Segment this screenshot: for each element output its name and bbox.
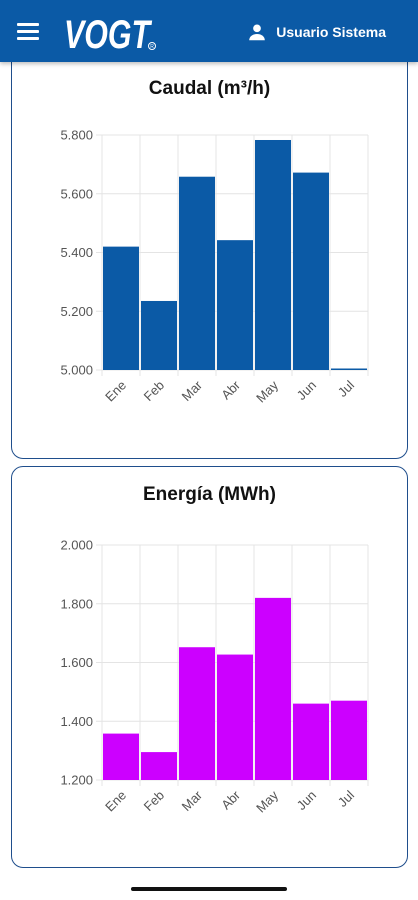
x-tick-label: Jul: [335, 377, 357, 399]
bar-mar[interactable]: [179, 647, 215, 780]
x-tick-label: Abr: [218, 787, 243, 812]
x-tick-label: May: [253, 377, 281, 405]
person-icon: [249, 24, 266, 41]
x-tick-label: Mar: [179, 377, 206, 404]
energia-bar-chart: 1.200 1.400 1.600 1.800 2.000 Ene Feb Mar Abr May…: [60, 538, 369, 815]
bar-jun[interactable]: [293, 703, 329, 780]
y-tick-label: 1.400: [60, 714, 93, 729]
bar-may[interactable]: [255, 597, 291, 780]
x-tick-label: Feb: [141, 378, 167, 404]
y-tick-label: 5.200: [60, 304, 93, 319]
user-account-button[interactable]: Usuario Sistema: [246, 20, 386, 44]
y-tick-label: 1.800: [60, 596, 93, 611]
x-tick-label: May: [253, 787, 281, 815]
app-bar: VOGT R Usuario Sistema: [0, 0, 418, 62]
y-tick-label: 2.000: [60, 538, 93, 553]
vogt-logo: VOGT R: [64, 13, 156, 54]
logo-text: VOGT: [64, 13, 153, 54]
menu-icon[interactable]: [17, 23, 39, 40]
bar-ene[interactable]: [103, 246, 139, 370]
x-tick-label: Abr: [218, 377, 243, 402]
user-name-label: Usuario Sistema: [276, 24, 386, 40]
y-tick-label: 1.600: [60, 655, 93, 670]
caudal-bar-chart: 5.000 5.200 5.400 5.600 5.800 Ene Feb Mar Abr May…: [60, 128, 369, 405]
x-tick-label: Mar: [179, 787, 206, 814]
y-tick-label: 5.000: [60, 363, 93, 378]
bar-feb[interactable]: [141, 752, 177, 780]
x-tick-label: Feb: [141, 788, 167, 814]
y-tick-label: 1.200: [60, 773, 93, 788]
caudal-chart-card: Caudal (m³/h) 5.000 5.200 5.400 5.600 5.800 E…: [11, 40, 408, 459]
bar-mar[interactable]: [179, 176, 215, 370]
bar-may[interactable]: [255, 139, 291, 370]
bar-abr[interactable]: [217, 654, 253, 780]
x-tick-label: Jun: [294, 378, 319, 403]
bar-jun[interactable]: [293, 172, 329, 370]
y-tick-label: 5.800: [60, 128, 93, 143]
bar-jul[interactable]: [331, 368, 367, 371]
bar-feb[interactable]: [141, 300, 177, 370]
x-tick-label: Ene: [102, 788, 129, 815]
svg-text:R: R: [150, 44, 154, 50]
x-tick-label: Ene: [102, 378, 129, 405]
home-indicator[interactable]: [131, 887, 287, 891]
bar-ene[interactable]: [103, 733, 139, 780]
bar-jul[interactable]: [331, 700, 367, 780]
caudal-chart-title: Caudal (m³/h): [148, 78, 271, 99]
energia-chart-title: Energía (MWh): [143, 484, 276, 505]
x-tick-label: Jun: [294, 788, 319, 813]
y-tick-label: 5.400: [60, 245, 93, 260]
y-tick-label: 5.600: [60, 186, 93, 201]
energia-chart-card: Energía (MWh) 1.200 1.400 1.600 1.800 2.000 E…: [11, 466, 408, 868]
x-tick-label: Jul: [335, 787, 357, 809]
bar-abr[interactable]: [217, 240, 253, 370]
